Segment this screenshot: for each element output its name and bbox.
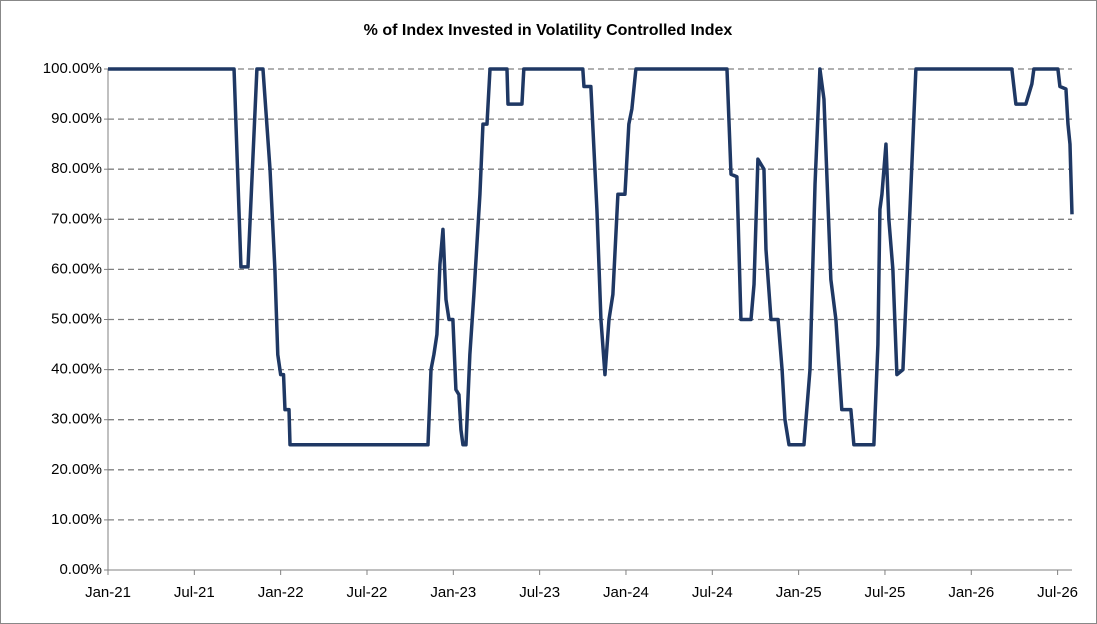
y-tick-label: 80.00% (51, 160, 102, 177)
y-tick-label: 90.00% (51, 110, 102, 127)
x-tick-label: Jan-21 (85, 584, 131, 601)
chart-title: % of Index Invested in Volatility Contro… (364, 22, 733, 39)
y-tick-label: 100.00% (43, 60, 102, 77)
x-tick-label: Jan-23 (430, 584, 476, 601)
x-tick-label: Jan-25 (776, 584, 822, 601)
x-tick-label: Jul-23 (519, 584, 560, 601)
y-tick-label: 0.00% (59, 561, 102, 578)
x-tick-label: Jan-26 (948, 584, 994, 601)
y-tick-label: 20.00% (51, 461, 102, 478)
x-tick-label: Jul-24 (692, 584, 733, 601)
x-tick-label: Jan-22 (258, 584, 304, 601)
x-tick-label: Jul-21 (174, 584, 215, 601)
y-tick-label: 60.00% (51, 260, 102, 277)
x-tick-label: Jul-22 (347, 584, 388, 601)
x-tick-label: Jul-26 (1037, 584, 1078, 601)
x-tick-label: Jan-24 (603, 584, 649, 601)
y-tick-label: 30.00% (51, 411, 102, 428)
y-tick-label: 50.00% (51, 310, 102, 327)
x-tick-label: Jul-25 (865, 584, 906, 601)
y-tick-label: 70.00% (51, 210, 102, 227)
y-tick-label: 40.00% (51, 361, 102, 378)
y-tick-label: 10.00% (51, 511, 102, 528)
line (108, 67, 1074, 447)
